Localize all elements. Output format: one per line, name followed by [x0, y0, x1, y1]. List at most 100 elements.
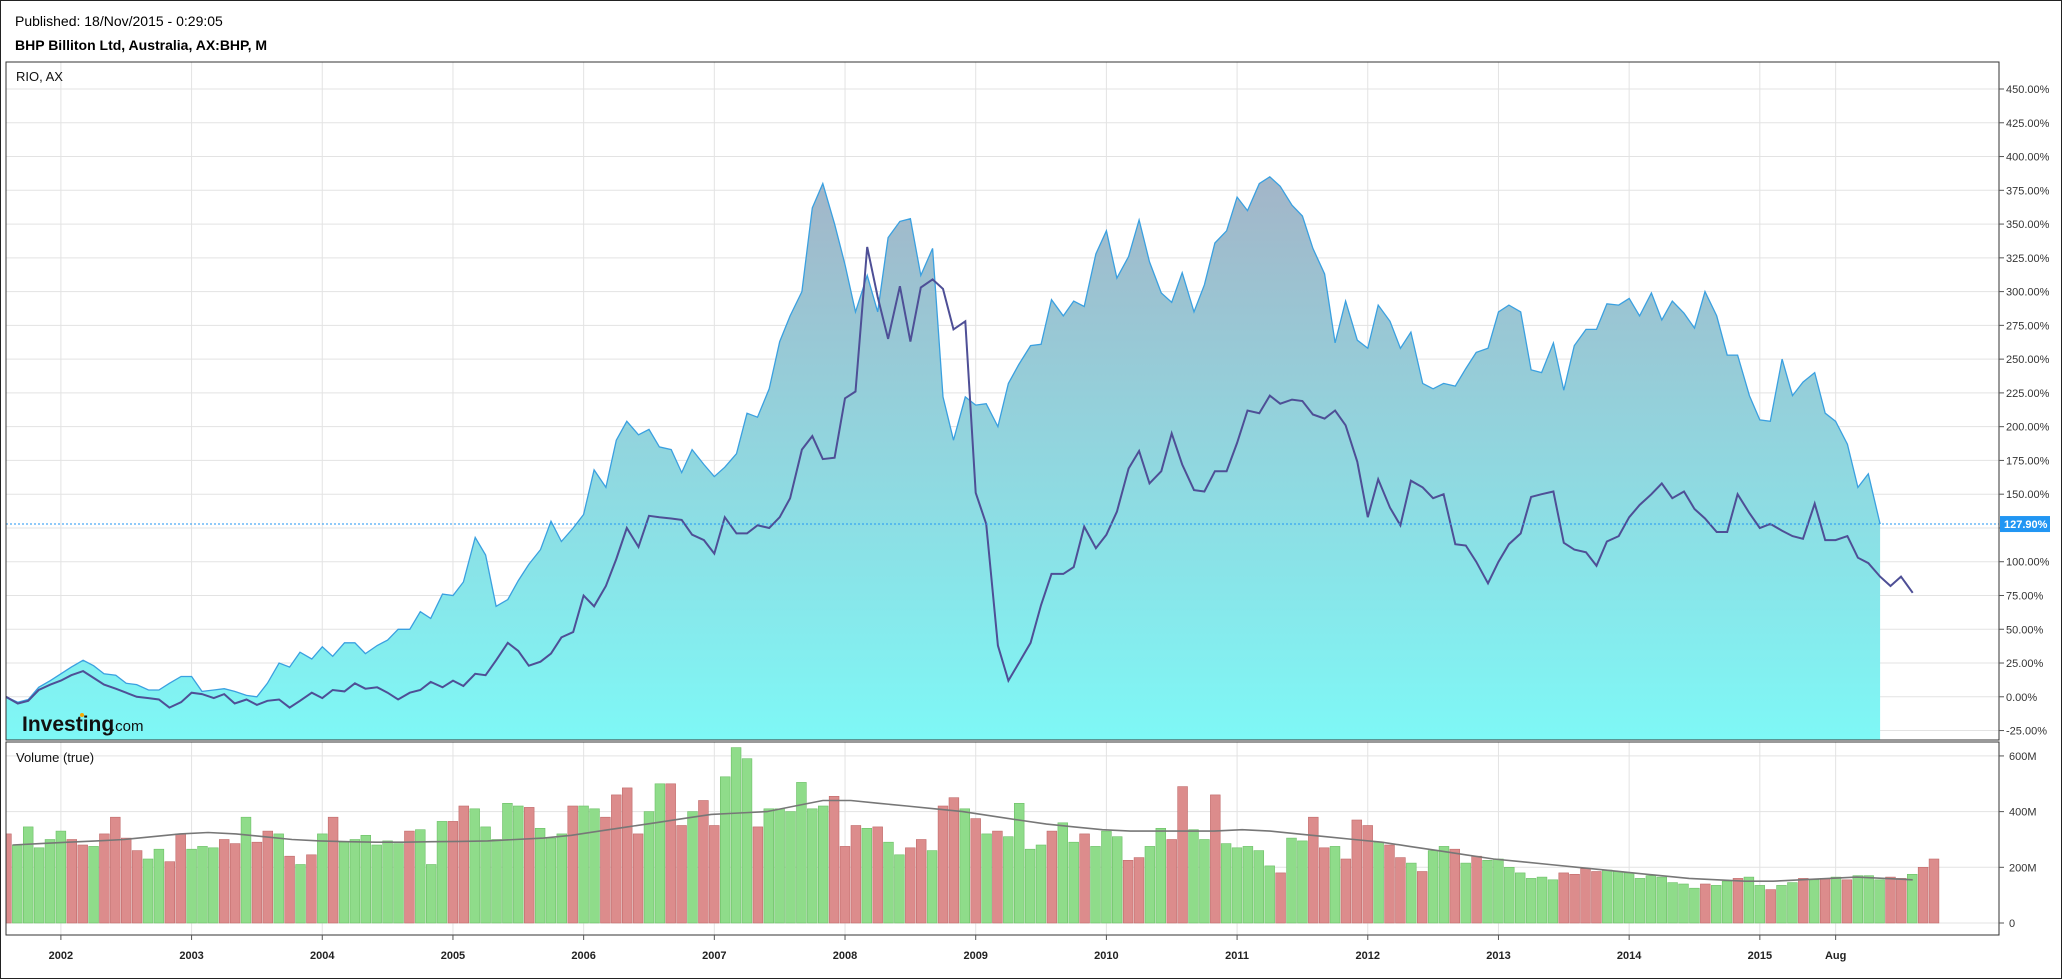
volume-bar [1199, 839, 1210, 924]
volume-bar [1362, 825, 1373, 924]
x-tick-label: 2012 [1356, 950, 1380, 962]
volume-bar [1580, 868, 1591, 924]
volume-bar [360, 834, 371, 924]
volume-bar [1242, 846, 1254, 924]
axis-ticks: 2002 2003 2004 2005 2006 2007 2008 2009 2010 2011… [49, 84, 2050, 962]
volume-bar [1035, 844, 1047, 924]
volume-bar [22, 826, 34, 924]
volume-bar [415, 829, 426, 924]
volume-bar [404, 830, 415, 924]
volume-bar [1896, 878, 1907, 924]
volume-bar [1133, 857, 1145, 924]
x-tick-label: 2014 [1617, 950, 1642, 962]
volume-bar [393, 843, 404, 924]
volume-bar [1591, 871, 1602, 924]
volume-bar [447, 821, 459, 924]
volume-bar [208, 847, 219, 924]
price-y-tick-label: 200.00% [2006, 422, 2050, 434]
volume-bar [1417, 871, 1428, 924]
price-y-tick-label: 350.00% [2006, 219, 2050, 231]
volume-bar [513, 805, 524, 924]
volume-bar [1231, 847, 1243, 924]
volume-bar [55, 830, 67, 924]
volume-bar [534, 827, 546, 924]
volume-bar [1743, 876, 1755, 924]
volume-bar [1613, 871, 1624, 924]
volume-panel-label: Volume (true) [16, 750, 94, 765]
x-tick-label: Aug [1825, 950, 1846, 962]
x-tick-label: 2015 [1748, 950, 1772, 962]
volume-bar [632, 833, 644, 924]
volume-bar [1798, 878, 1809, 924]
volume-bar [131, 850, 143, 924]
volume-bar [1907, 873, 1918, 924]
x-tick-label: 2007 [702, 950, 726, 962]
volume-bar [1634, 878, 1646, 924]
volume-bar [1427, 850, 1439, 924]
volume-bar [1351, 819, 1363, 924]
volume-bar [1721, 880, 1733, 924]
volume-bar [1003, 836, 1014, 924]
volume-bar [382, 840, 393, 924]
volume-bar [730, 747, 742, 924]
volume-bar [589, 808, 600, 924]
volume-bar [1264, 865, 1275, 924]
volume-bar [1471, 855, 1482, 924]
x-tick-label: 2009 [963, 950, 987, 962]
price-y-tick-label: 450.00% [2006, 84, 2050, 96]
volume-bar [1667, 882, 1678, 924]
volume-bar [1482, 859, 1493, 924]
volume-bar [687, 811, 698, 924]
volume-bar [77, 844, 88, 924]
volume-bar [1776, 885, 1787, 924]
volume-bar [937, 805, 949, 924]
volume-bar [1569, 873, 1580, 924]
volume-bar [1013, 802, 1025, 924]
x-tick-label: 2005 [441, 950, 465, 962]
logo-dot-icon [80, 713, 84, 717]
volume-bar [894, 854, 905, 924]
price-y-tick-label: 0.00% [2006, 692, 2037, 704]
volume-bar [458, 805, 469, 924]
volume-bar [1525, 878, 1537, 924]
volume-bar [1449, 848, 1461, 924]
volume-bar [480, 826, 491, 924]
price-panel-label: RIO, AX [16, 69, 63, 84]
volume-bar [1754, 885, 1766, 924]
volume-bar [66, 839, 78, 924]
price-y-tick-label: 75.00% [2006, 590, 2044, 602]
x-tick-label: 2002 [49, 950, 73, 962]
volume-bar [273, 833, 284, 924]
volume-bar [1068, 841, 1079, 924]
volume-y-tick-label: 400M [2009, 807, 2037, 819]
volume-bar [1678, 883, 1689, 924]
volume-bar [1547, 879, 1559, 924]
x-tick-label: 2008 [833, 950, 857, 962]
volume-bar [1122, 859, 1134, 924]
volume-bar [1046, 830, 1058, 924]
volume-bar [1700, 883, 1711, 924]
volume-y-tick-label: 200M [2009, 862, 2037, 874]
volume-bar [1765, 889, 1776, 924]
last-value-label: 127.90% [2004, 519, 2048, 531]
volume-bar [175, 833, 186, 924]
volume-bar [1852, 875, 1864, 924]
volume-bar [828, 795, 840, 924]
volume-bar [643, 811, 655, 924]
volume-bar [1253, 850, 1265, 924]
volume-bar [752, 826, 764, 924]
price-y-tick-label: 250.00% [2006, 354, 2050, 366]
volume-bar [1623, 872, 1635, 924]
price-y-tick-label: 300.00% [2006, 287, 2050, 299]
volume-bar [970, 818, 981, 924]
price-area-layer [6, 175, 1999, 740]
investing-logo[interactable]: Investing .com [22, 713, 144, 736]
volume-bar [121, 837, 132, 924]
volume-bar [665, 783, 676, 924]
volume-bar [186, 848, 197, 924]
volume-bar [1558, 872, 1569, 924]
volume-average-line [12, 799, 1913, 882]
volume-y-tick-label: 0 [2009, 918, 2015, 930]
volume-bar [915, 839, 927, 924]
